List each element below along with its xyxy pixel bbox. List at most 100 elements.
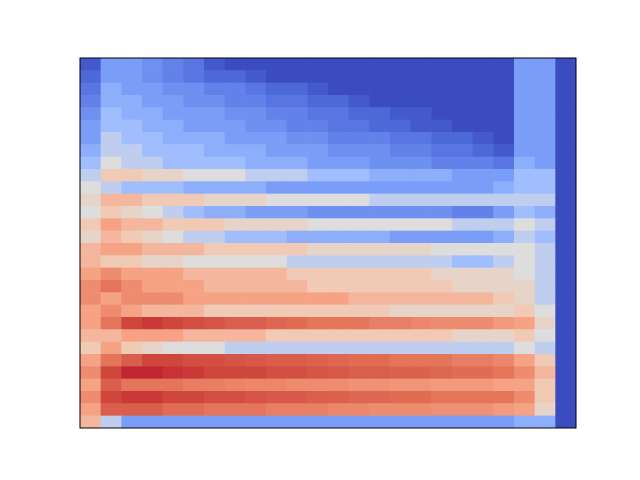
heatmap-cell xyxy=(307,95,328,108)
heatmap-cell xyxy=(349,379,370,392)
heatmap-cell xyxy=(142,317,163,330)
heatmap-cell xyxy=(245,218,266,231)
heatmap-cell xyxy=(452,95,473,108)
heatmap-cell xyxy=(225,366,246,379)
heatmap-cell xyxy=(121,268,142,281)
heatmap-cell xyxy=(452,58,473,71)
heatmap-cell xyxy=(473,354,494,367)
heatmap-cell xyxy=(80,354,101,367)
heatmap-cell xyxy=(163,292,184,305)
heatmap-cell xyxy=(80,243,101,256)
heatmap-cell xyxy=(163,132,184,145)
heatmap-cell xyxy=(142,58,163,71)
heatmap-cell xyxy=(473,157,494,170)
heatmap-cell xyxy=(307,403,328,416)
heatmap-cell xyxy=(142,379,163,392)
heatmap-cell xyxy=(431,206,452,219)
heatmap-cell xyxy=(369,342,390,355)
heatmap-cell xyxy=(287,107,308,120)
heatmap-cell xyxy=(142,342,163,355)
heatmap-cell xyxy=(183,305,204,318)
heatmap-cell xyxy=(328,157,349,170)
heatmap-cell xyxy=(307,416,328,428)
heatmap-cell xyxy=(225,292,246,305)
heatmap-cell xyxy=(266,70,287,83)
heatmap-cell xyxy=(535,70,556,83)
heatmap-cell xyxy=(287,268,308,281)
heatmap-cell xyxy=(245,416,266,428)
heatmap-cell xyxy=(101,95,122,108)
heatmap-cell xyxy=(266,120,287,133)
heatmap-cell xyxy=(121,416,142,428)
heatmap-cell xyxy=(493,132,514,145)
heatmap-cell xyxy=(431,107,452,120)
heatmap-cell xyxy=(121,107,142,120)
heatmap-cell xyxy=(204,169,225,182)
heatmap-cell xyxy=(163,416,184,428)
heatmap-cell xyxy=(535,317,556,330)
heatmap-cell xyxy=(473,107,494,120)
heatmap-cell xyxy=(307,169,328,182)
heatmap-cell xyxy=(411,292,432,305)
heatmap-cell xyxy=(493,416,514,428)
heatmap-cell xyxy=(514,366,535,379)
heatmap-cell xyxy=(287,157,308,170)
heatmap-cell xyxy=(121,231,142,244)
heatmap-cell xyxy=(225,280,246,293)
heatmap-cell xyxy=(493,194,514,207)
heatmap-cell xyxy=(390,329,411,342)
heatmap-cell xyxy=(266,194,287,207)
heatmap-cell xyxy=(349,354,370,367)
heatmap-cell xyxy=(245,95,266,108)
heatmap-cell xyxy=(245,58,266,71)
heatmap-cell xyxy=(121,132,142,145)
heatmap-cell xyxy=(245,83,266,96)
heatmap-cell xyxy=(535,169,556,182)
heatmap-cell xyxy=(121,329,142,342)
heatmap-cell xyxy=(349,391,370,404)
heatmap-cell xyxy=(452,218,473,231)
heatmap-chart xyxy=(0,0,640,480)
heatmap-cell xyxy=(245,280,266,293)
heatmap-cell xyxy=(493,95,514,108)
heatmap-cell xyxy=(473,206,494,219)
heatmap-cell xyxy=(101,379,122,392)
heatmap-cell xyxy=(535,403,556,416)
heatmap-cell xyxy=(390,354,411,367)
heatmap-cell xyxy=(80,144,101,157)
heatmap-cell xyxy=(535,354,556,367)
heatmap-cell xyxy=(473,83,494,96)
heatmap-cell xyxy=(431,194,452,207)
heatmap-cell xyxy=(80,379,101,392)
heatmap-cell xyxy=(514,342,535,355)
heatmap-cell xyxy=(245,255,266,268)
heatmap-cell xyxy=(535,58,556,71)
heatmap-cell xyxy=(390,366,411,379)
heatmap-cell xyxy=(452,157,473,170)
heatmap-cell xyxy=(493,379,514,392)
heatmap-cell xyxy=(307,132,328,145)
heatmap-cell xyxy=(225,169,246,182)
heatmap-cell xyxy=(473,329,494,342)
heatmap-cell xyxy=(493,280,514,293)
heatmap-cell xyxy=(287,70,308,83)
heatmap-cell xyxy=(163,255,184,268)
heatmap-cell xyxy=(287,391,308,404)
heatmap-cell xyxy=(349,181,370,194)
heatmap-cell xyxy=(328,132,349,145)
heatmap-cell xyxy=(163,305,184,318)
heatmap-cell xyxy=(142,206,163,219)
heatmap-cell xyxy=(121,317,142,330)
heatmap-cell xyxy=(121,366,142,379)
heatmap-cell xyxy=(101,317,122,330)
heatmap-cell xyxy=(555,218,576,231)
heatmap-cell xyxy=(431,181,452,194)
heatmap-cell xyxy=(473,292,494,305)
heatmap-cell xyxy=(535,379,556,392)
heatmap-cell xyxy=(245,391,266,404)
heatmap-cell xyxy=(431,354,452,367)
heatmap-cell xyxy=(349,70,370,83)
heatmap-cell xyxy=(101,58,122,71)
heatmap-cell xyxy=(555,157,576,170)
heatmap-cell xyxy=(369,268,390,281)
